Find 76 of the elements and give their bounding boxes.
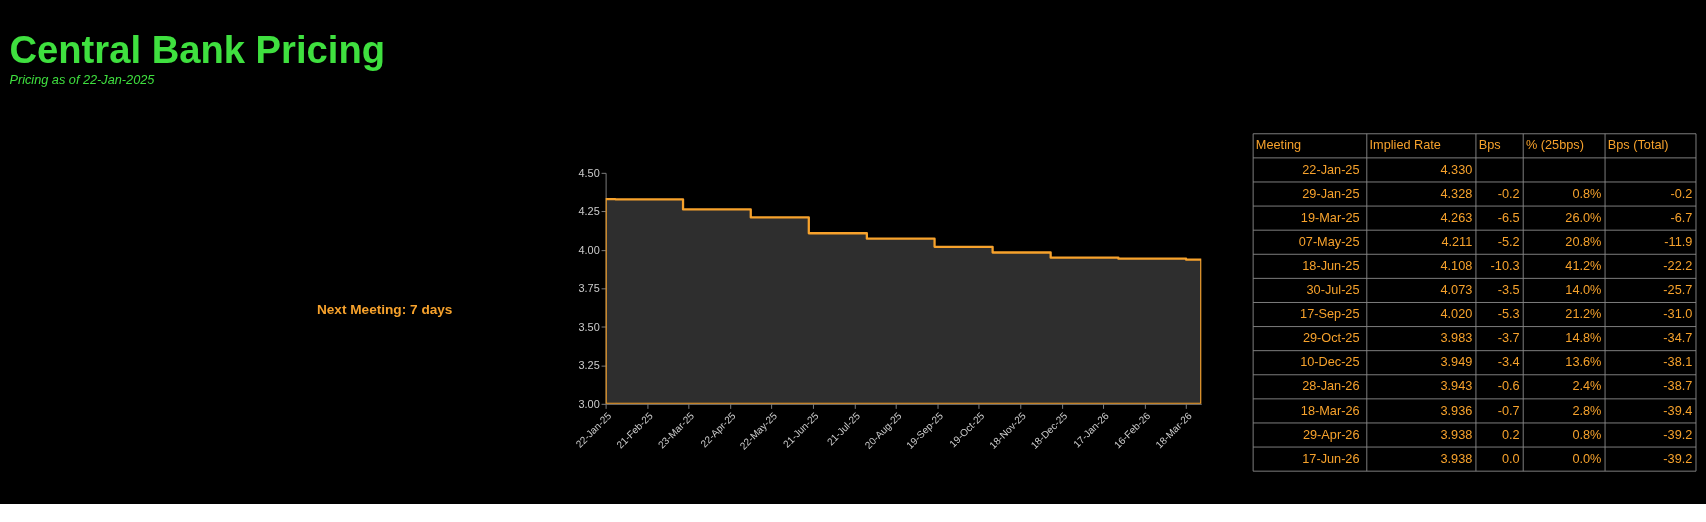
text: -0.7: [1497, 402, 1520, 418]
text: -3.4: [1497, 354, 1520, 370]
text: -38.7: [1663, 378, 1693, 394]
text: 14.8%: [1565, 330, 1602, 346]
text: % (25bps): [1525, 137, 1584, 153]
text: -6.5: [1497, 209, 1520, 225]
y-tick-label: 4.00: [578, 243, 600, 256]
text: 13.6%: [1565, 354, 1602, 370]
text: -10.3: [1490, 257, 1520, 273]
text: 41.2%: [1565, 257, 1602, 273]
text: 0.8%: [1572, 185, 1602, 201]
text: -3.7: [1497, 330, 1520, 346]
text: Pricing as of 22-Jan-2025: [9, 72, 156, 88]
text: 4.108: [1440, 257, 1473, 273]
y-tick-label: 3.25: [578, 359, 600, 372]
text: -39.2: [1663, 450, 1693, 466]
text: 3.949: [1440, 354, 1473, 370]
text: 29-Oct-25: [1302, 330, 1360, 346]
y-tick-label: 3.00: [578, 397, 600, 410]
text: -5.2: [1497, 233, 1520, 249]
text: 10-Dec-25: [1300, 354, 1360, 370]
text: 3.936: [1440, 402, 1473, 418]
text: Next Meeting: 7 days: [316, 301, 453, 317]
text: -39.2: [1663, 426, 1693, 442]
y-tick-label: 4.25: [578, 205, 600, 218]
text: 0.8%: [1572, 426, 1602, 442]
text: 19-Mar-25: [1300, 209, 1360, 225]
text: -3.5: [1497, 282, 1520, 298]
text: 17-Sep-25: [1300, 306, 1360, 322]
text: Bps (Total): [1607, 137, 1669, 153]
text: 30-Jul-25: [1306, 282, 1360, 298]
text: 3.943: [1440, 378, 1473, 394]
text: 29-Jan-25: [1302, 185, 1360, 201]
text: 3.938: [1440, 450, 1473, 466]
text: 2.4%: [1572, 378, 1602, 394]
text: Bps: [1478, 137, 1501, 153]
text: -34.7: [1663, 330, 1693, 346]
text: Central Bank Pricing: [9, 28, 386, 72]
text: 3.938: [1440, 426, 1473, 442]
text: -6.7: [1670, 209, 1693, 225]
text: 29-Apr-26: [1302, 426, 1360, 442]
y-tick-label: 4.50: [578, 166, 600, 179]
text: -0.2: [1670, 185, 1693, 201]
text: 17-Jun-26: [1302, 450, 1360, 466]
text: 22-Jan-25: [1302, 161, 1360, 177]
text: -22.2: [1663, 257, 1693, 273]
text: -38.1: [1663, 354, 1693, 370]
text: Meeting: [1255, 137, 1302, 153]
text: -31.0: [1663, 306, 1693, 322]
text: Implied Rate: [1369, 137, 1441, 153]
text: 20.8%: [1565, 233, 1602, 249]
text: 2.8%: [1572, 402, 1602, 418]
text: -0.6: [1497, 378, 1520, 394]
text: -5.3: [1497, 306, 1520, 322]
text: 21.2%: [1565, 306, 1602, 322]
text: 4.020: [1440, 306, 1473, 322]
text: 3.983: [1440, 330, 1473, 346]
text: 0.2: [1501, 426, 1520, 442]
text: 07-May-25: [1298, 233, 1360, 249]
text: 4.211: [1441, 233, 1473, 249]
text: -39.4: [1663, 402, 1693, 418]
text: 4.330: [1440, 161, 1473, 177]
text: 14.0%: [1565, 282, 1602, 298]
text: 4.328: [1440, 185, 1473, 201]
text: -25.7: [1663, 282, 1693, 298]
text: 0.0%: [1572, 450, 1602, 466]
text: 0.0: [1501, 450, 1520, 466]
text: 4.263: [1440, 209, 1473, 225]
text: 4.073: [1440, 282, 1473, 298]
text: -11.9: [1664, 233, 1693, 249]
text: 18-Jun-25: [1302, 257, 1360, 273]
text: 26.0%: [1565, 209, 1602, 225]
text: -0.2: [1497, 185, 1520, 201]
text: 28-Jan-26: [1302, 378, 1360, 394]
y-tick-label: 3.75: [578, 282, 600, 295]
y-tick-label: 3.50: [578, 320, 600, 333]
